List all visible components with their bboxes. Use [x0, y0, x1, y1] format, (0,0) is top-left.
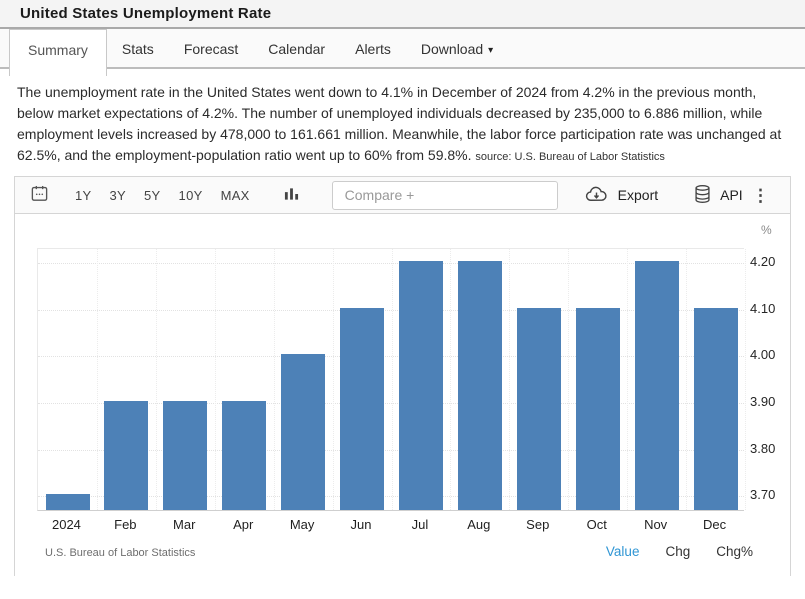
api-label: API: [720, 187, 743, 203]
chart-source: U.S. Bureau of Labor Statistics: [45, 547, 196, 559]
tab-label: Download: [420, 41, 484, 57]
tab-label: Forecast: [183, 41, 239, 57]
bar-oct[interactable]: [575, 307, 620, 510]
bar-jun[interactable]: [340, 307, 384, 510]
tab-calendar[interactable]: Calendar: [253, 29, 340, 69]
gridline: [745, 249, 746, 510]
bar-feb[interactable]: [104, 400, 149, 510]
chart-mode-switcher: Value Chg Chg%: [606, 544, 753, 559]
tab-label: Stats: [121, 41, 154, 57]
summary-paragraph: The unemployment rate in the United Stat…: [17, 82, 788, 168]
x-tick-label: Jul: [411, 517, 429, 532]
export-label: Export: [617, 187, 659, 203]
gridline: [38, 356, 744, 358]
gridline: [97, 249, 98, 510]
chart-widget: 1Y 3Y 5Y 10Y MAX Export: [14, 176, 791, 576]
tab-bar: Summary Stats Forecast Calendar Alerts Downlo…: [0, 29, 805, 76]
chart-type-button[interactable]: [284, 186, 299, 205]
calendar-button[interactable]: [30, 184, 49, 206]
range-selector: 1Y 3Y 5Y 10Y MAX: [75, 188, 250, 203]
bar-may[interactable]: [281, 354, 326, 510]
tab-label: Alerts: [355, 41, 391, 57]
api-button[interactable]: API: [694, 184, 743, 207]
tab-stats[interactable]: Stats: [107, 29, 169, 69]
page-title: United States Unemployment Rate: [20, 5, 272, 22]
range-5y[interactable]: 5Y: [144, 187, 161, 203]
gridline: [274, 249, 275, 510]
tab-summary[interactable]: Summary: [9, 29, 107, 76]
bar-dec[interactable]: [693, 307, 738, 510]
chart-toolbar: 1Y 3Y 5Y 10Y MAX Export: [15, 177, 790, 214]
range-10y[interactable]: 10Y: [178, 187, 203, 203]
bar-nov[interactable]: [634, 261, 679, 510]
y-tick-label: 3.70: [750, 487, 776, 503]
plot-area: [37, 248, 746, 511]
x-tick-label: Aug: [467, 517, 491, 532]
more-options-button[interactable]: ⋮: [752, 187, 769, 204]
bar-2024[interactable]: [45, 494, 90, 510]
tab-forecast[interactable]: Forecast: [169, 29, 253, 69]
gridline: [38, 496, 744, 498]
gridline: [38, 309, 744, 311]
bar-chart-icon: [284, 186, 299, 205]
bar-mar[interactable]: [163, 400, 208, 510]
bar-sep[interactable]: [516, 307, 561, 510]
x-tick-label: Nov: [644, 517, 668, 532]
x-tick-label: Feb: [114, 517, 137, 532]
mode-chg-pct[interactable]: Chg%: [716, 544, 753, 559]
title-bar: United States Unemployment Rate: [0, 0, 805, 29]
gridline: [215, 249, 216, 510]
y-tick-label: 3.90: [750, 393, 776, 409]
gridline: [38, 263, 744, 264]
tab-label: Summary: [28, 42, 88, 58]
gridline: [333, 249, 334, 510]
calendar-icon: [30, 184, 49, 206]
summary-source: source: U.S. Bureau of Labor Statistics: [475, 151, 665, 163]
tab-download[interactable]: Download ▾: [406, 29, 508, 69]
bar-apr[interactable]: [222, 400, 267, 510]
gridline: [568, 249, 569, 510]
compare-input[interactable]: [331, 180, 558, 210]
y-tick-label: 4.00: [750, 347, 776, 363]
gridline: [156, 249, 157, 510]
range-1y[interactable]: 1Y: [75, 187, 92, 203]
x-tick-label: 2024: [51, 517, 81, 532]
chart-canvas: % 4.20 4.10 4.00 3.90 3.80 3.70 2024 Feb Mar Apr…: [15, 214, 790, 576]
export-button[interactable]: Export: [584, 185, 658, 206]
cloud-download-icon: [584, 185, 609, 206]
range-max[interactable]: MAX: [220, 187, 250, 203]
x-tick-label: Apr: [233, 517, 254, 532]
bar-jul[interactable]: [399, 261, 443, 510]
gridline: [686, 249, 687, 510]
gridline: [627, 249, 628, 510]
database-icon: [694, 184, 711, 207]
x-tick-label: Oct: [586, 517, 607, 532]
gridline: [38, 402, 744, 404]
x-tick-label: Mar: [173, 517, 196, 532]
x-tick-label: Sep: [526, 517, 550, 532]
bar-aug[interactable]: [457, 261, 502, 510]
range-3y[interactable]: 3Y: [109, 187, 127, 203]
tab-label: Calendar: [268, 41, 326, 57]
gridline: [392, 249, 393, 510]
x-tick-label: Jun: [350, 517, 372, 532]
y-tick-label: 4.20: [750, 254, 776, 269]
chevron-down-icon: ▾: [488, 45, 494, 56]
x-tick-label: Dec: [702, 517, 727, 532]
gridline: [38, 449, 744, 451]
kebab-icon: ⋮: [752, 185, 769, 205]
summary-text: The unemployment rate in the United Stat…: [17, 84, 782, 163]
gridline: [450, 249, 451, 510]
gridline: [509, 249, 510, 510]
x-tick-label: May: [289, 517, 315, 532]
y-tick-label: 4.10: [750, 300, 776, 316]
mode-value[interactable]: Value: [605, 544, 640, 559]
y-axis-unit: %: [761, 223, 772, 237]
tab-alerts[interactable]: Alerts: [340, 29, 406, 69]
mode-chg[interactable]: Chg: [665, 544, 691, 559]
y-tick-label: 3.80: [750, 440, 776, 456]
